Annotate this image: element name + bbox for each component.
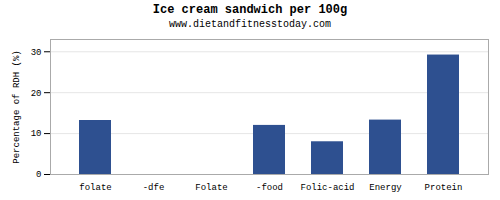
- svg-text:20: 20: [31, 89, 42, 99]
- svg-text:10: 10: [31, 129, 42, 139]
- svg-text:Percentage of RDH (%): Percentage of RDH (%): [12, 50, 22, 163]
- svg-text:Protein: Protein: [425, 183, 463, 193]
- html-text:www.dietandfitnesstoday.com: www.dietandfitnesstoday.com: [169, 19, 331, 30]
- svg-text:-dfe: -dfe: [143, 183, 165, 193]
- svg-text:Energy: Energy: [369, 183, 402, 193]
- svg-text:30: 30: [31, 48, 42, 58]
- svg-text:0: 0: [36, 170, 41, 180]
- svg-text:-food: -food: [256, 183, 283, 193]
- svg-text:Folate: Folate: [195, 183, 227, 193]
- svg-text:folate: folate: [79, 183, 111, 193]
- svg-text:Folic-acid: Folic-acid: [300, 183, 354, 193]
- html-text:Ice cream sandwich per 100g: Ice cream sandwich per 100g: [152, 3, 348, 17]
